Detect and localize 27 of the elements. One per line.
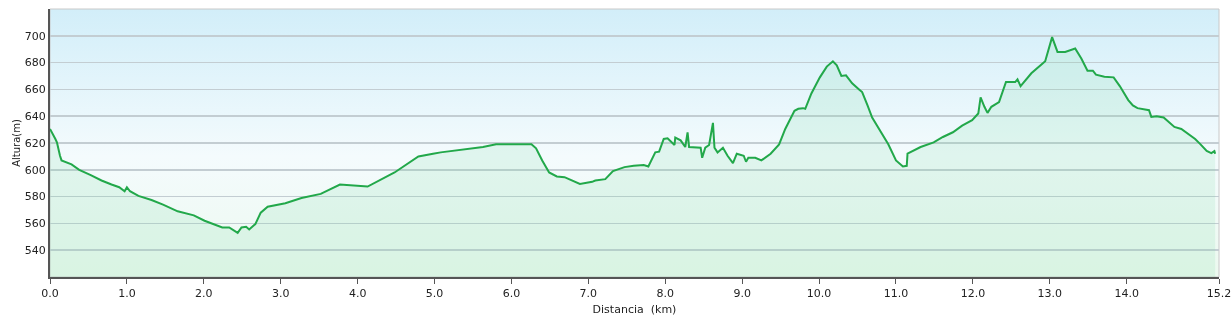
y-tick-label: 540: [24, 244, 46, 258]
x-tick-label: 14.0: [1114, 287, 1139, 301]
y-axis-title: Altura(m): [11, 119, 23, 167]
y-tick-label: 640: [24, 110, 46, 124]
y-tick-label: 680: [24, 56, 46, 70]
y-tick-label: 700: [24, 29, 46, 43]
x-tick-label: 1.0: [118, 287, 136, 301]
y-tick-label: 580: [24, 190, 46, 204]
y-tick-label: 600: [24, 163, 46, 177]
x-tick-label: 5.0: [425, 287, 444, 301]
x-tick-label: 4.0: [348, 287, 367, 301]
x-tick-label: 11.0: [883, 287, 909, 301]
x-tick-label: 2.0: [195, 287, 213, 301]
x-tick-label: 13.0: [1037, 287, 1063, 301]
x-tick-label: 0.0: [41, 287, 59, 301]
y-tick-label: 560: [24, 217, 46, 231]
x-tick-label: 8.0: [656, 287, 675, 301]
x-axis-title: Distancia (km): [592, 302, 677, 316]
y-tick-label: 660: [24, 83, 46, 97]
y-tick-label: 620: [24, 136, 46, 150]
x-tick-label: 7.0: [579, 287, 598, 301]
x-tick-label: 12.0: [960, 287, 986, 301]
x-tick-label: 6.0: [502, 287, 521, 301]
x-tick-label: 9.0: [733, 287, 751, 301]
x-tick-label: 10.0: [806, 287, 832, 301]
x-tick-label: 3.0: [271, 287, 290, 301]
x-tick-label: 15.2: [1206, 287, 1231, 301]
